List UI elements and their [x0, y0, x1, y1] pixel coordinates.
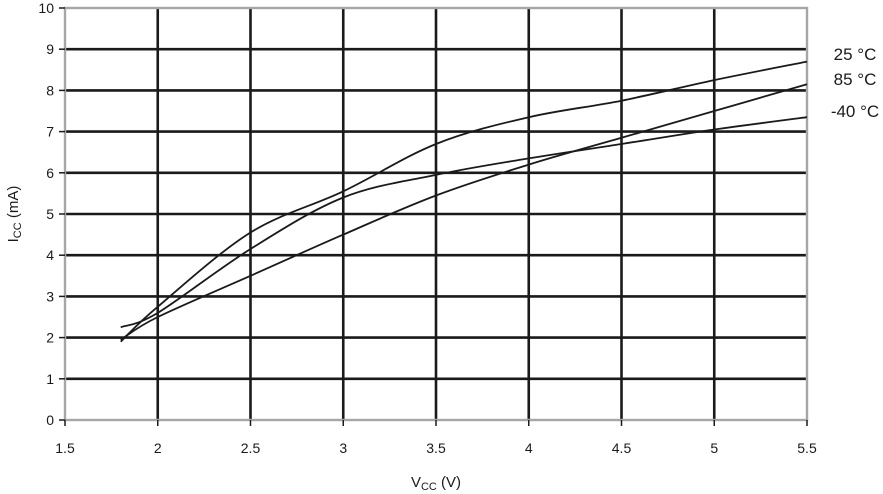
x-axis-title-suffix: (V): [437, 474, 461, 491]
x-tick-label: 4.5: [612, 440, 632, 456]
x-axis-title: VCC (V): [411, 474, 461, 493]
x-axis-title-sub: CC: [421, 481, 437, 493]
x-tick-label: 2.5: [241, 440, 261, 456]
series-line-minus-40c: [120, 116, 808, 329]
y-tick-label: 5: [46, 206, 54, 222]
y-axis-title-main: I: [5, 238, 22, 242]
legend-label-minus-40c: -40 °C: [831, 102, 879, 121]
x-tick-label: 2: [154, 440, 162, 456]
x-tick-label: 4: [525, 440, 533, 456]
y-axis-title-suffix: (mA): [5, 186, 22, 223]
x-tick-label: 3.5: [426, 440, 446, 456]
y-tick-label: 1: [46, 371, 54, 387]
y-tick-label: 3: [46, 288, 54, 304]
x-tick-label: 5: [710, 440, 718, 456]
y-tick-label: 9: [46, 41, 54, 57]
x-tick-label: 5.5: [797, 440, 817, 456]
x-tick-label: 3: [339, 440, 347, 456]
y-axis-title: ICC (mA): [5, 186, 24, 243]
y-axis-title-sub: CC: [12, 222, 24, 238]
y-tick-label: 0: [46, 412, 54, 428]
legend-label-25c: 25 °C: [834, 45, 877, 64]
x-tick-labels: 1.5 2 2.5 3 3.5 4 4.5 5 5.5: [55, 440, 817, 456]
legend: 25 °C 85 °C -40 °C: [831, 45, 879, 121]
grid: [59, 6, 809, 426]
series-line-85c: [120, 83, 808, 341]
y-tick-label: 4: [46, 247, 54, 263]
y-tick-label: 10: [38, 0, 54, 16]
y-tick-label: 2: [46, 330, 54, 346]
series-lines: [120, 60, 808, 343]
y-tick-label: 8: [46, 82, 54, 98]
x-axis-title-main: V: [411, 474, 421, 491]
y-tick-label: 6: [46, 165, 54, 181]
legend-label-85c: 85 °C: [834, 70, 877, 89]
x-tick-label: 1.5: [55, 440, 75, 456]
y-tick-label: 7: [46, 124, 54, 140]
series-line-25c: [120, 60, 808, 343]
y-tick-labels: 0 1 2 3 4 5 6 7 8 9 10: [38, 0, 54, 428]
